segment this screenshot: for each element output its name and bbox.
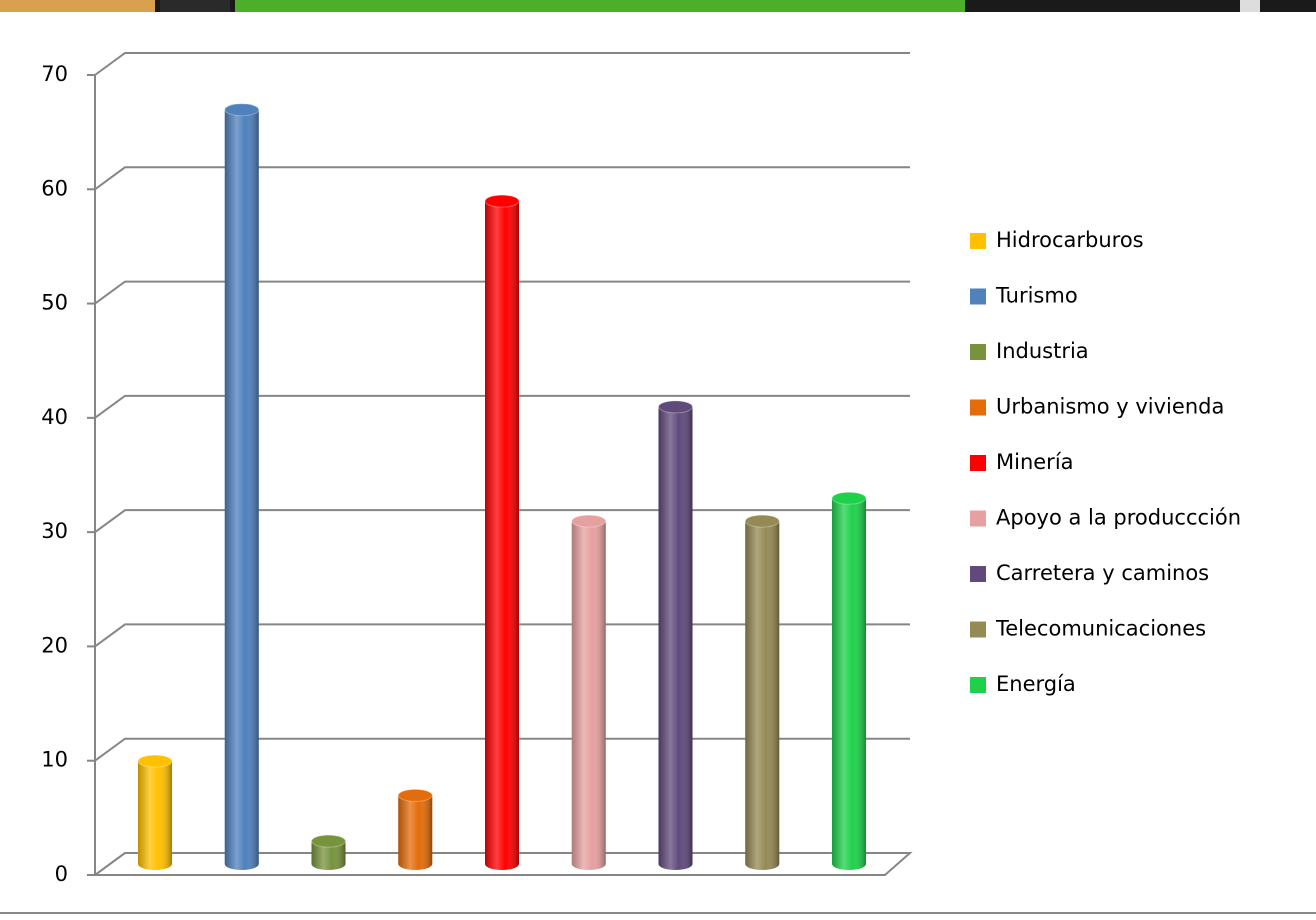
grid-line: [94, 280, 910, 305]
bar-part: [224, 109, 259, 870]
bar-part: [832, 498, 866, 870]
legend-label: Turismo: [995, 284, 1078, 308]
grid-line: [94, 737, 910, 762]
bar-part: [658, 400, 693, 414]
y-tick-label: 30: [41, 519, 68, 543]
legend-swatch: [970, 288, 986, 305]
grid-line: [94, 52, 910, 76]
y-tick-label: 10: [41, 748, 68, 772]
bar-part: [658, 406, 693, 870]
grid-line: [94, 509, 910, 533]
legend-label: Telecomunicaciones: [995, 617, 1206, 641]
bar-part: [831, 491, 867, 505]
legend-label: Hidrocarburos: [996, 228, 1144, 252]
y-tick-label: 50: [41, 291, 68, 315]
bar: [397, 788, 433, 870]
bar: [658, 400, 693, 870]
y-tick-label: 20: [41, 633, 68, 657]
bar-part: [137, 754, 173, 768]
legend-swatch: [970, 510, 986, 527]
bar: [744, 514, 780, 870]
y-tick-label: 40: [41, 405, 68, 429]
legend-swatch: [970, 344, 986, 360]
legend-swatch: [970, 621, 986, 638]
grid-line: [94, 166, 910, 191]
grid-line: [94, 623, 910, 648]
grid-line: [94, 394, 910, 419]
bar: [571, 514, 607, 870]
legend-label: Industria: [996, 339, 1089, 363]
legend-swatch: [970, 399, 986, 416]
legend-label: Minería: [996, 450, 1074, 474]
bar-part: [311, 841, 346, 870]
bar: [484, 194, 520, 871]
bar-part: [571, 514, 607, 528]
bar-part: [485, 201, 519, 871]
legend-label: Energía: [996, 672, 1076, 696]
bar-part: [745, 521, 780, 870]
bar: [831, 491, 867, 870]
bar-part: [397, 788, 433, 802]
banner: [0, 0, 1316, 12]
legend-label: Apoyo a la produccción: [996, 506, 1241, 530]
y-tick-label: 60: [41, 176, 68, 200]
bar-part: [571, 521, 606, 870]
y-tick-label: 0: [55, 862, 68, 886]
bar-part: [224, 103, 260, 117]
legend-swatch: [970, 233, 986, 249]
legend-swatch: [970, 455, 986, 471]
y-tick-label: 70: [41, 62, 68, 86]
bar-part: [138, 761, 172, 870]
legend-label: Urbanismo y vivienda: [996, 395, 1224, 419]
bar: [224, 103, 260, 870]
bar: [311, 834, 346, 870]
legend-label: Carretera y caminos: [996, 561, 1209, 585]
bar-part: [311, 834, 346, 848]
legend-swatch: [970, 677, 986, 693]
bar-part: [744, 514, 780, 528]
bar: [137, 754, 173, 870]
bar-part: [398, 795, 433, 870]
bar-part: [484, 194, 520, 208]
legend-swatch: [970, 566, 986, 582]
grid-line: [94, 852, 910, 876]
